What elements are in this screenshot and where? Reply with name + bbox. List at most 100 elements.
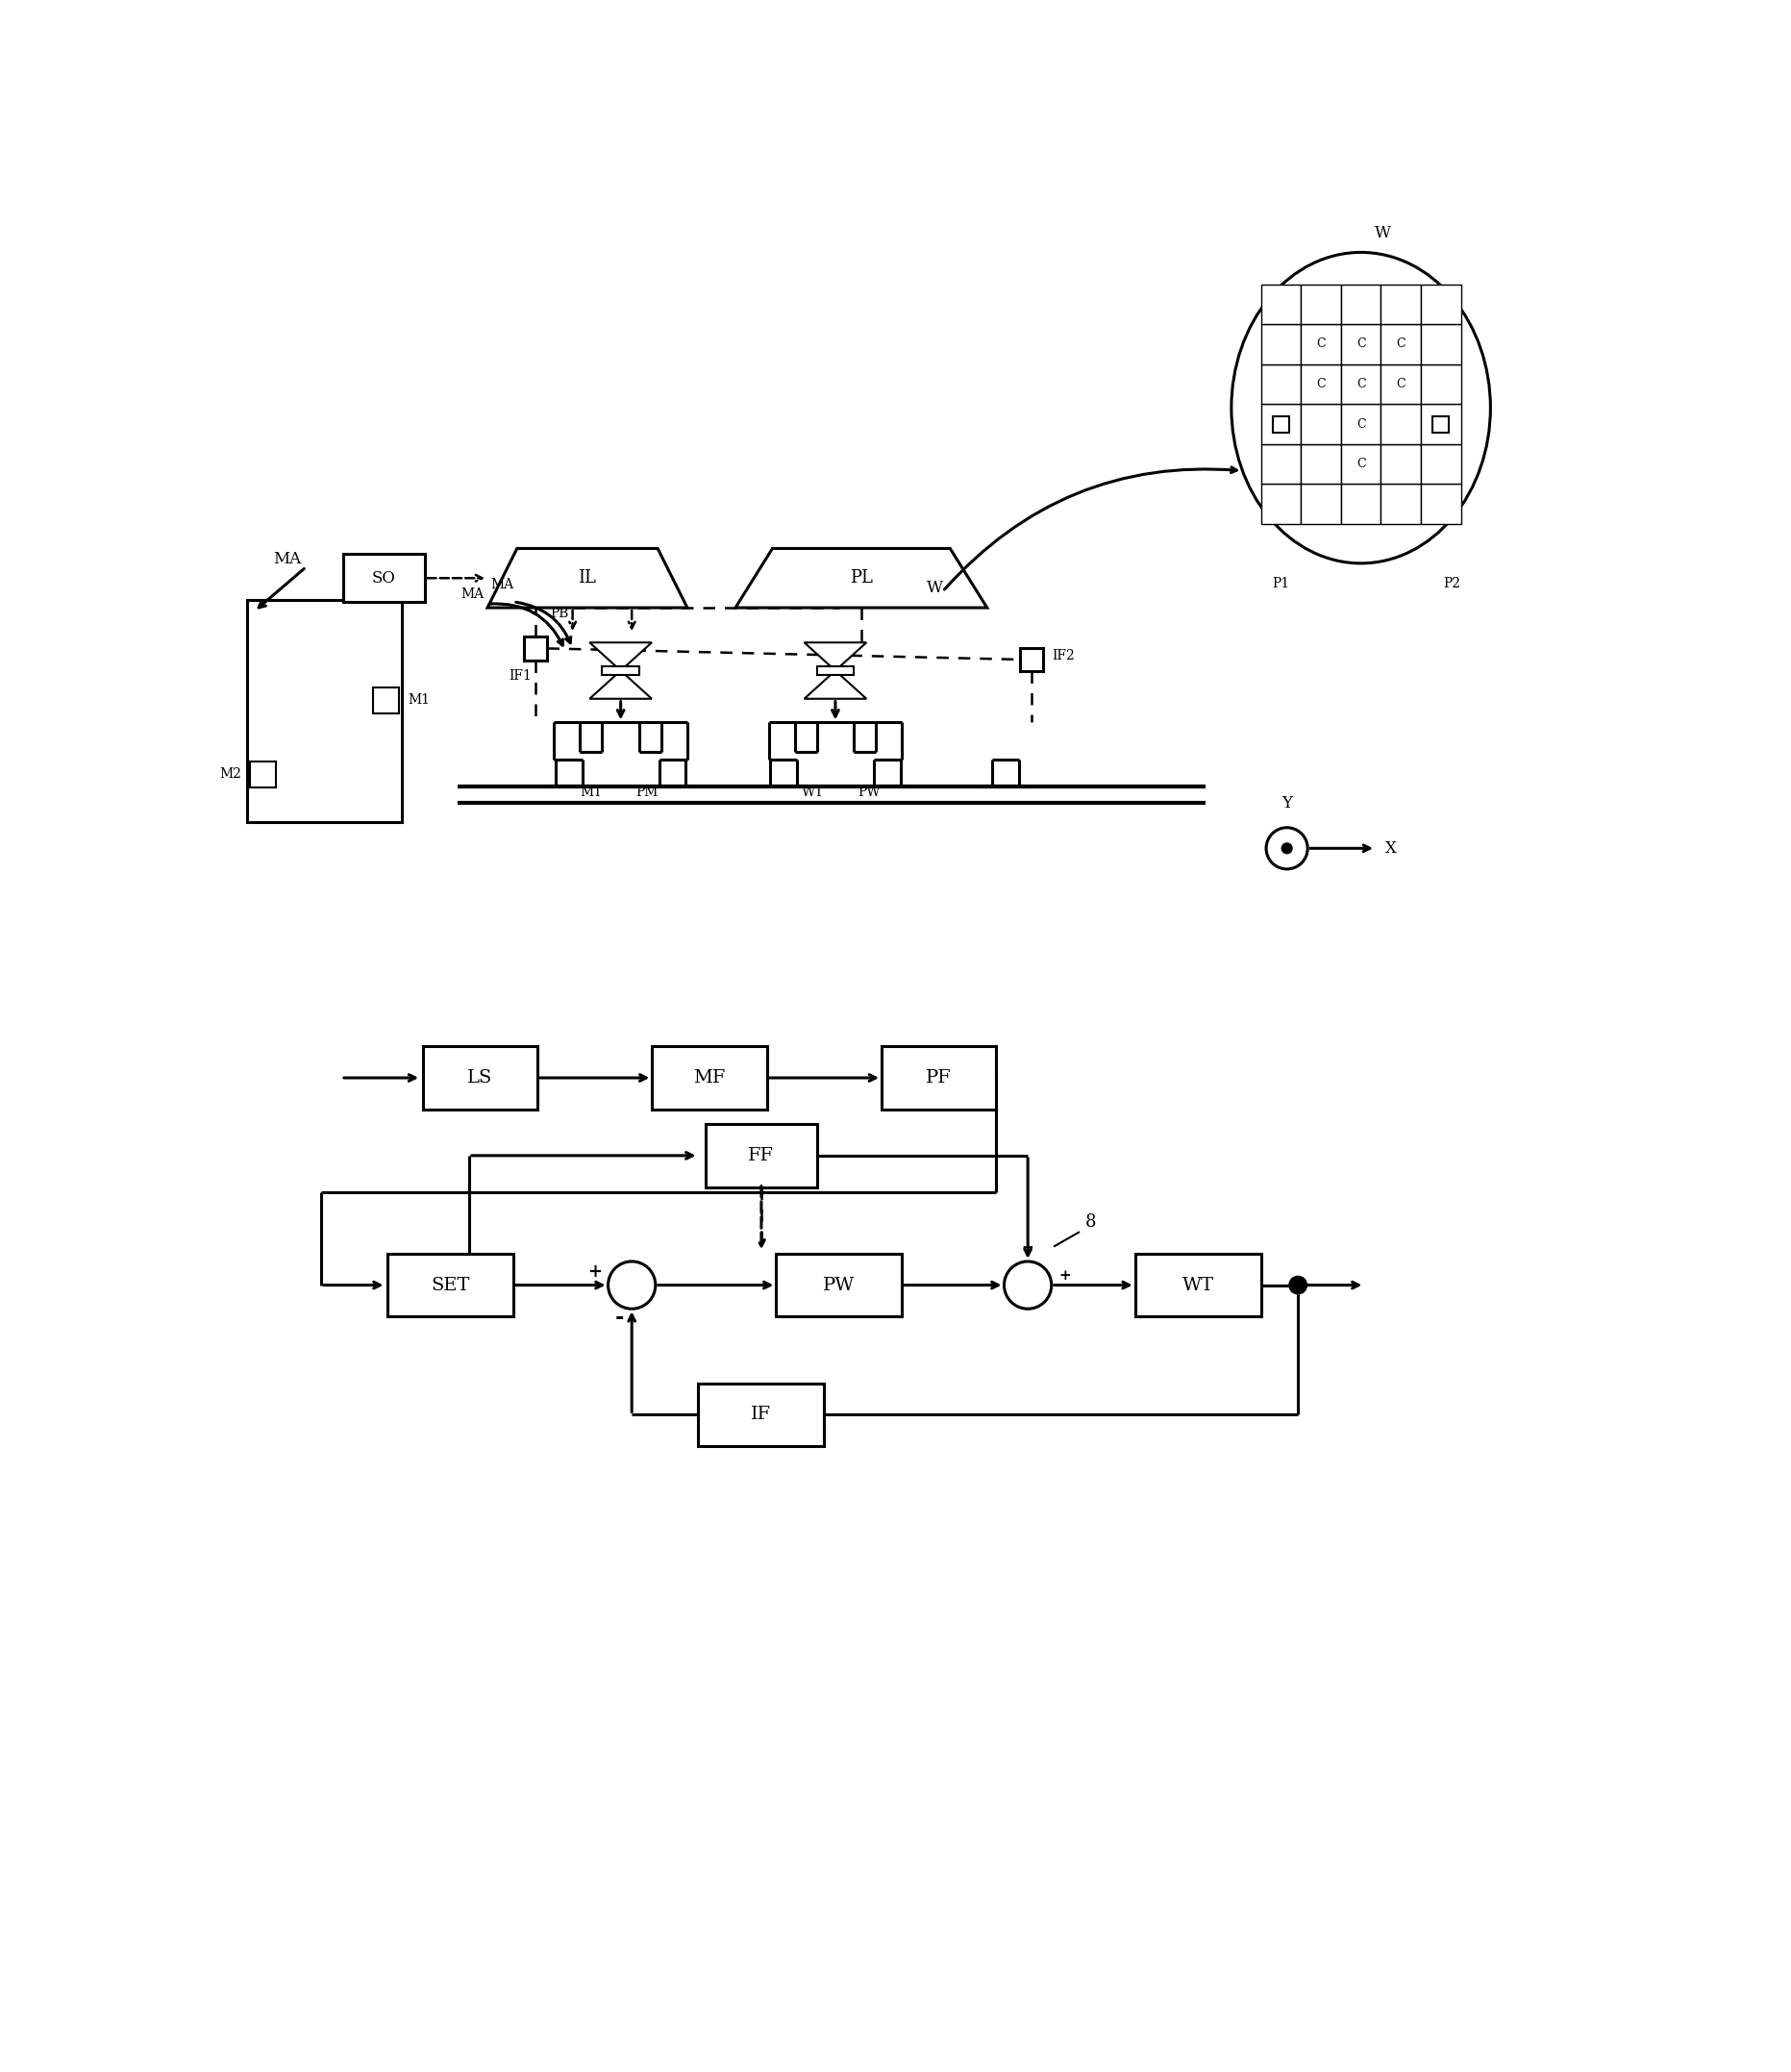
Bar [1135,1254,1261,1316]
Text: MF: MF [693,1069,725,1086]
Text: MT: MT [580,785,602,800]
Polygon shape [589,642,652,671]
Bar [1433,416,1449,433]
Bar [1261,485,1300,524]
Text: WT: WT [802,785,824,800]
Text: C: C [1356,377,1365,390]
Bar [1261,365,1300,404]
Bar [1381,284,1420,323]
Text: C: C [1356,458,1365,470]
Text: PL: PL [849,570,872,586]
Bar [1381,365,1420,404]
Bar [1273,416,1290,433]
Text: C: C [1316,338,1325,350]
Circle shape [609,1262,656,1310]
Bar [602,667,639,675]
Text: -: - [616,1307,625,1328]
Text: LS: LS [467,1069,493,1086]
Text: IF: IF [750,1407,772,1423]
Polygon shape [589,671,652,698]
Text: IL: IL [578,570,596,586]
Bar [1300,284,1341,323]
Bar [251,760,276,787]
Text: C: C [1397,338,1406,350]
Polygon shape [804,642,867,671]
Bar [1381,443,1420,485]
Text: M2: M2 [219,767,242,781]
Bar [652,1046,767,1109]
Bar [1420,404,1461,443]
Bar [1300,365,1341,404]
Bar [1261,284,1300,323]
Bar [1341,485,1381,524]
Bar [1261,404,1300,443]
Bar [1341,404,1381,443]
Text: MA: MA [460,588,484,601]
Text: M1: M1 [408,694,430,707]
Text: IF2: IF2 [1053,649,1075,663]
Text: C: C [1397,377,1406,390]
Ellipse shape [1232,253,1490,564]
Text: W: W [928,580,944,597]
Bar [1341,284,1381,323]
Text: PM: PM [636,785,657,800]
Circle shape [1282,843,1291,854]
Bar [1300,443,1341,485]
Bar [776,1254,903,1316]
Text: MA: MA [272,551,301,568]
Text: SET: SET [432,1276,469,1293]
Text: FF: FF [749,1148,774,1164]
Bar [1420,323,1461,365]
Text: WT: WT [1182,1276,1214,1293]
Text: MA: MA [491,578,514,591]
Bar [1381,404,1420,443]
Text: Y: Y [1282,796,1291,812]
Text: W: W [1375,226,1392,240]
Text: P2: P2 [1444,576,1461,591]
Bar [1381,323,1420,365]
Text: PF: PF [926,1069,951,1086]
Bar [423,1046,537,1109]
Bar [1341,443,1381,485]
Text: PW: PW [858,785,879,800]
Bar [1420,365,1461,404]
Bar [1300,485,1341,524]
Text: +: + [1021,1241,1033,1256]
Text: C: C [1356,419,1365,431]
Text: PW: PW [824,1276,854,1293]
Text: C: C [1356,338,1365,350]
Bar [373,688,399,713]
Text: PB: PB [550,607,570,620]
Text: X: X [1384,839,1397,856]
Polygon shape [736,549,987,607]
Text: P1: P1 [1272,576,1290,591]
Text: IF1: IF1 [509,669,532,682]
Bar [1261,323,1300,365]
Bar [1300,404,1341,443]
Bar [344,553,424,603]
Polygon shape [487,549,688,607]
Bar [1341,365,1381,404]
Polygon shape [804,671,867,698]
Bar [1420,443,1461,485]
Text: +: + [587,1264,602,1280]
Bar [817,667,854,675]
Bar [387,1254,514,1316]
Circle shape [1290,1276,1307,1295]
Bar [1420,485,1461,524]
Bar [1300,323,1341,365]
Bar [698,1384,824,1446]
Bar [1420,284,1461,323]
Bar [247,601,403,823]
Circle shape [1005,1262,1051,1310]
Bar [881,1046,996,1109]
Text: 8: 8 [1085,1214,1096,1231]
Text: SO: SO [373,570,396,586]
Bar [1261,443,1300,485]
Bar [706,1125,817,1187]
Bar [1381,485,1420,524]
Bar [523,636,548,661]
Text: +: + [1058,1270,1071,1283]
Circle shape [1266,827,1307,868]
Text: C: C [1316,377,1325,390]
